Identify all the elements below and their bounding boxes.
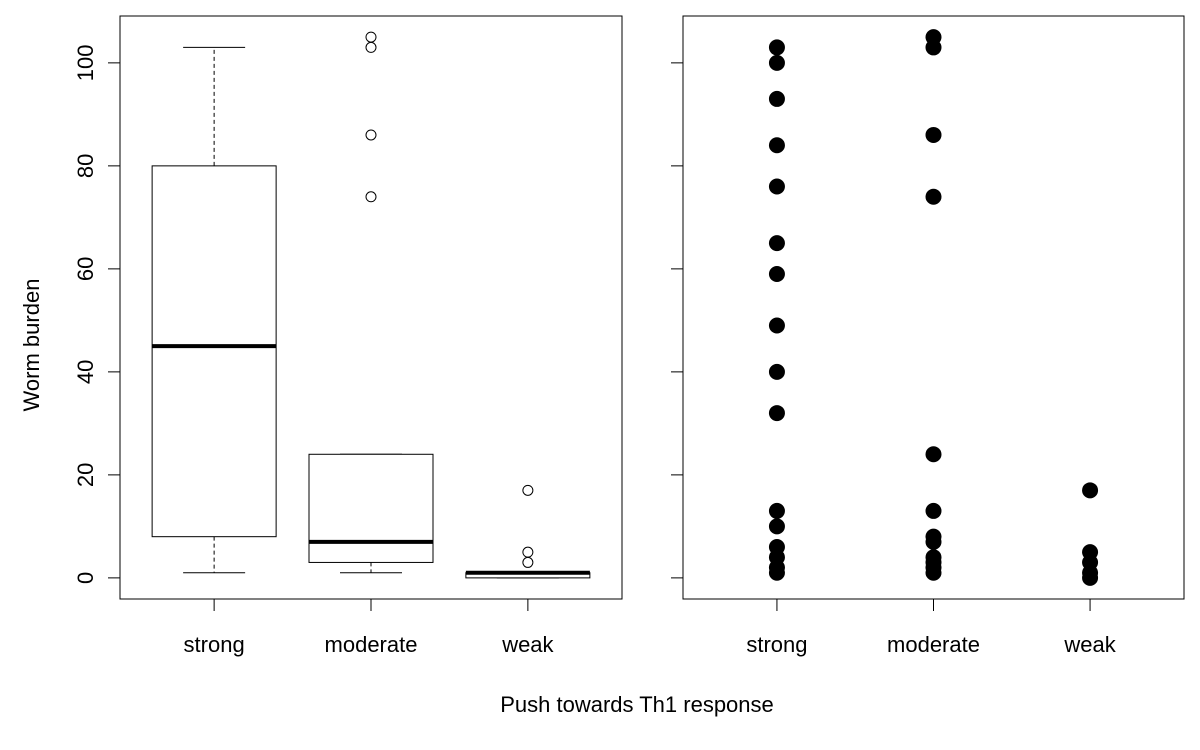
point [1082,569,1099,586]
x-tick-label: moderate [325,632,418,657]
outlier [522,546,534,558]
point [925,188,942,205]
point [925,533,942,550]
point [768,54,785,71]
y-tick-label: 100 [73,45,98,82]
box [151,165,277,538]
point [768,405,785,422]
y-tick-label: 20 [73,463,98,487]
outlier [522,484,534,496]
y-tick-label: 0 [73,572,98,584]
x-tick-label: weak [1063,632,1116,657]
x-axis-label: Push towards Th1 response [500,692,774,717]
point [1082,482,1099,499]
point [768,502,785,519]
point [925,446,942,463]
x-tick-label: moderate [887,632,980,657]
point [768,178,785,195]
point [925,502,942,519]
point [768,564,785,581]
point [768,137,785,154]
y-tick-label: 60 [73,257,98,281]
y-tick-label: 40 [73,360,98,384]
point [925,564,942,581]
y-axis-label: Worm burden [19,279,44,412]
point [768,90,785,107]
point [925,126,942,143]
point [768,235,785,252]
point [768,39,785,56]
y-tick-label: 80 [73,154,98,178]
point [768,317,785,334]
x-tick-label: weak [501,632,554,657]
x-tick-label: strong [184,632,245,657]
point [768,266,785,283]
outlier [365,191,377,203]
box [308,453,434,563]
outlier [365,129,377,141]
point [768,363,785,380]
outlier [365,31,377,43]
outlier [522,556,534,568]
point [768,518,785,535]
x-tick-label: strong [746,632,807,657]
point [925,39,942,56]
outlier [365,41,377,53]
